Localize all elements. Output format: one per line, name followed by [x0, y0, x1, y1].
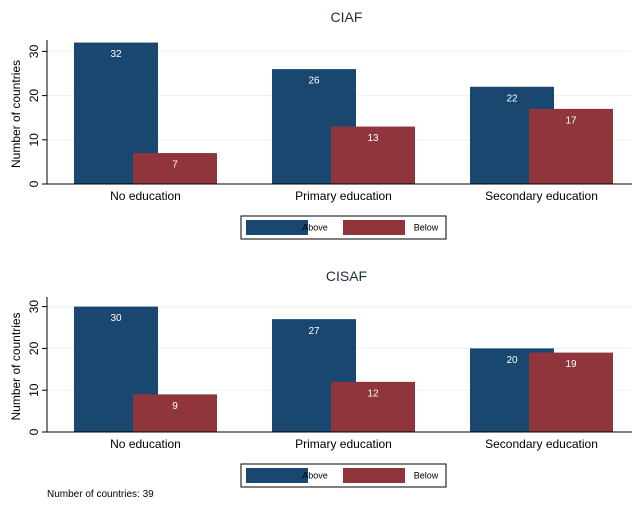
chart1-category-label: Primary education	[295, 189, 392, 203]
chart2-data-label: 27	[308, 326, 320, 337]
footnote: Number of countries: 39	[47, 489, 154, 500]
chart2-y-tick-label: 30	[27, 300, 41, 314]
chart2-data-label: 30	[110, 313, 122, 324]
chart1-data-label: 22	[506, 93, 518, 104]
chart2-y-tick-label: 20	[27, 341, 41, 355]
chart1-y-tick-label: 10	[27, 133, 41, 147]
chart1-title: CIAF	[331, 9, 363, 25]
chart2-title: CISAF	[326, 268, 367, 284]
chart1-data-label: 13	[367, 133, 379, 144]
chart2-bar-below	[331, 381, 415, 432]
chart2-data-label: 12	[367, 388, 379, 399]
chart1-bar-below	[331, 126, 415, 184]
chart1-legend-swatch-above	[246, 220, 308, 235]
chart2-category-label: Primary education	[295, 437, 392, 451]
chart2-legend-swatch-below	[343, 468, 405, 483]
chart1-data-label: 26	[308, 76, 320, 87]
chart2-y-tick-label: 0	[27, 428, 41, 435]
chart2-y-tick-label: 10	[27, 383, 41, 397]
chart2-legend-label-below: Below	[414, 470, 439, 480]
chart2-bar-below	[529, 352, 613, 432]
chart1-data-label: 7	[172, 160, 178, 171]
chart1-legend-swatch-below	[343, 220, 405, 235]
chart1-bar-below	[133, 153, 217, 184]
chart1-data-label: 32	[110, 49, 122, 60]
chart1-legend-label-below: Below	[414, 222, 439, 232]
chart2-legend-label-above: Above	[302, 470, 328, 480]
chart2-data-label: 9	[172, 401, 178, 412]
chart1-category-label: No education	[110, 189, 181, 203]
chart1-y-tick-label: 0	[27, 180, 41, 187]
chart1-data-label: 17	[565, 116, 577, 127]
chart1-y-tick-label: 20	[27, 89, 41, 103]
chart1-category-label: Secondary education	[485, 189, 598, 203]
chart2-data-label: 19	[565, 359, 577, 370]
chart2-category-label: No education	[110, 437, 181, 451]
chart1-y-tick-label: 30	[27, 44, 41, 58]
chart1-y-axis-label: Number of countries	[9, 60, 23, 168]
chart2-bar-below	[133, 394, 217, 432]
chart1-bar-below	[529, 108, 613, 184]
chart2-legend-swatch-above	[246, 468, 308, 483]
chart2-data-label: 20	[506, 355, 518, 366]
chart2-y-axis-label: Number of countries	[9, 312, 23, 420]
chart2-category-label: Secondary education	[485, 437, 598, 451]
chart1-legend-label-above: Above	[302, 222, 328, 232]
